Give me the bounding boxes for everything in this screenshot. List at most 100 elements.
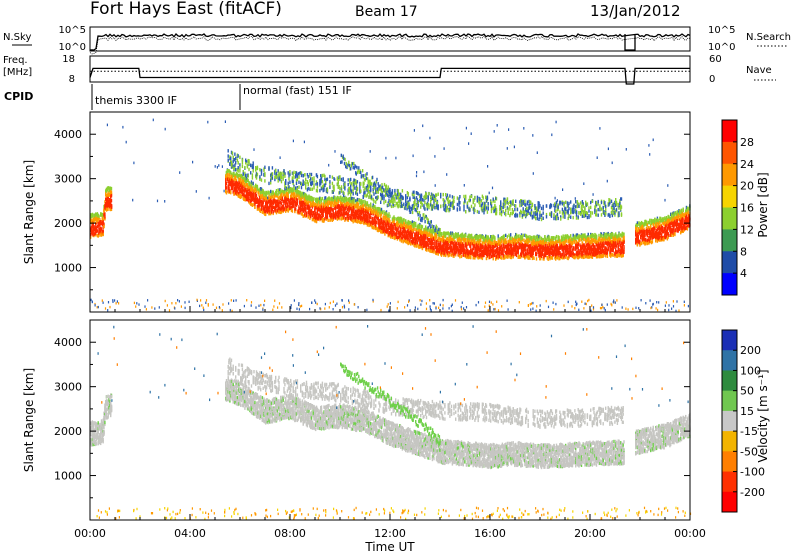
data-point [292, 203, 294, 207]
data-point [394, 235, 396, 239]
data-point [352, 209, 354, 214]
data-point [417, 192, 419, 196]
data-point [325, 215, 328, 219]
data-point [407, 237, 409, 242]
data-point [353, 215, 355, 219]
data-point [403, 231, 405, 236]
data-point [284, 199, 286, 204]
data-point [261, 193, 264, 198]
data-point [474, 240, 476, 245]
data-point [325, 199, 328, 203]
data-point [230, 163, 233, 167]
data-point [463, 208, 465, 212]
data-point [353, 182, 355, 187]
data-point [272, 205, 274, 210]
data-point [316, 202, 319, 206]
data-point [356, 202, 359, 206]
data-point [99, 218, 101, 222]
data-point [445, 234, 447, 239]
data-point [385, 211, 387, 215]
data-point [271, 166, 274, 170]
data-point [316, 204, 319, 209]
data-point [331, 200, 334, 205]
data-point [324, 217, 326, 221]
data-point [290, 194, 292, 199]
data-point [375, 224, 377, 228]
data-point [500, 206, 503, 211]
data-point [530, 211, 533, 215]
data-point [367, 211, 369, 215]
data-point [285, 197, 288, 201]
data-point [385, 219, 388, 223]
data-point [389, 231, 391, 236]
data-point [257, 205, 259, 209]
data-point [109, 193, 111, 197]
data-point [300, 194, 303, 199]
data-point [358, 208, 360, 213]
data-point [404, 227, 406, 231]
data-point [301, 212, 304, 216]
data-point [440, 204, 442, 208]
data-point [288, 185, 290, 189]
data-point [91, 214, 94, 218]
data-point [230, 190, 232, 195]
data-point [388, 226, 390, 230]
data-point [398, 219, 400, 224]
data-point [358, 219, 360, 224]
data-point [368, 185, 370, 189]
data-point [261, 203, 264, 207]
data-point [294, 209, 296, 214]
data-point [90, 225, 93, 229]
data-point [299, 190, 301, 194]
data-point [527, 209, 529, 214]
data-point [339, 187, 341, 191]
data-point [395, 232, 397, 237]
data-point [319, 178, 321, 183]
data-point [400, 220, 402, 224]
data-point [425, 192, 428, 196]
data-point [359, 198, 361, 203]
data-point [97, 233, 99, 237]
data-point [371, 225, 374, 230]
data-point [225, 185, 227, 189]
data-point [246, 187, 249, 192]
data-point [405, 231, 408, 235]
data-point [375, 214, 378, 218]
data-point [340, 185, 343, 189]
data-point [360, 215, 363, 220]
data-point [405, 226, 407, 230]
data-point [407, 241, 409, 246]
data-point [519, 214, 521, 218]
data-point [235, 184, 238, 189]
data-point [108, 204, 110, 208]
data-point [408, 225, 410, 229]
data-point [394, 226, 396, 231]
data-point [102, 225, 104, 229]
data-point [284, 190, 286, 194]
data-point [96, 233, 99, 238]
data-point [445, 253, 447, 258]
data-point [291, 197, 294, 201]
data-point [380, 225, 382, 230]
data-point [281, 189, 284, 193]
data-point [353, 208, 355, 212]
data-point [327, 197, 329, 201]
data-point [387, 218, 389, 222]
noise-right-tick-bottom: 10^0 [708, 42, 735, 53]
data-point [450, 245, 453, 249]
data-point [391, 219, 394, 224]
data-point [265, 190, 268, 195]
data-point [311, 198, 314, 203]
data-point [428, 192, 430, 196]
data-point [386, 230, 389, 235]
data-point [370, 195, 372, 200]
data-point [366, 219, 369, 223]
data-point [243, 189, 245, 194]
data-point [95, 212, 98, 217]
data-point [324, 199, 326, 203]
data-point [231, 165, 234, 169]
data-point [247, 174, 249, 178]
data-point [270, 210, 273, 214]
data-point [476, 251, 479, 256]
data-point [320, 198, 323, 203]
